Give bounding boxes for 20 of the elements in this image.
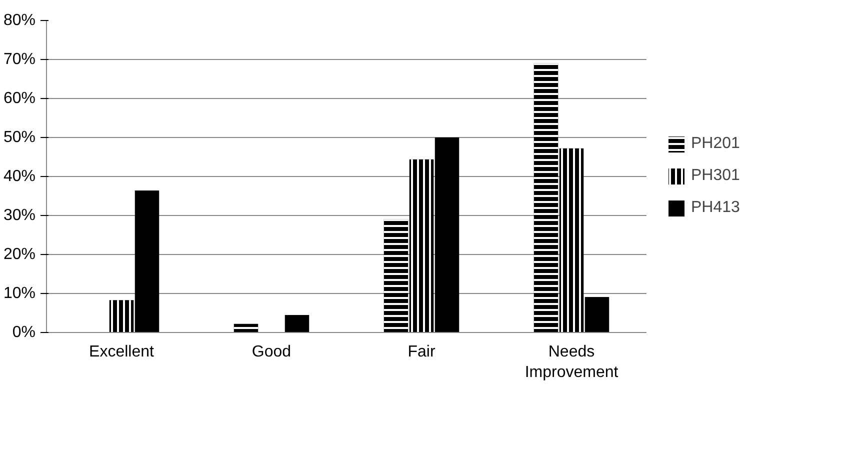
legend-label: PH201 bbox=[691, 135, 740, 153]
bar bbox=[434, 138, 460, 332]
legend-label: PH413 bbox=[691, 199, 740, 217]
x-tick-label: Fair bbox=[408, 344, 436, 360]
y-tick-label: 0% bbox=[12, 324, 36, 341]
bar bbox=[584, 297, 610, 332]
y-tick-label: 10% bbox=[3, 285, 36, 302]
y-tick-label: 70% bbox=[3, 51, 36, 68]
y-tick-label: 80% bbox=[3, 12, 36, 29]
y-tick-label: 40% bbox=[3, 168, 36, 185]
x-tick-label: Good bbox=[252, 344, 292, 360]
bar bbox=[134, 190, 160, 332]
x-tick-label: Excellent bbox=[89, 344, 155, 360]
x-tick-label: Needs Improvement bbox=[524, 344, 619, 381]
y-tick-label: 60% bbox=[3, 90, 36, 107]
y-tick-label: 30% bbox=[3, 207, 36, 224]
y-tick-label: 50% bbox=[3, 129, 36, 146]
bar bbox=[284, 314, 310, 332]
legend-label: PH301 bbox=[691, 167, 740, 185]
y-tick-label: 20% bbox=[3, 246, 36, 263]
